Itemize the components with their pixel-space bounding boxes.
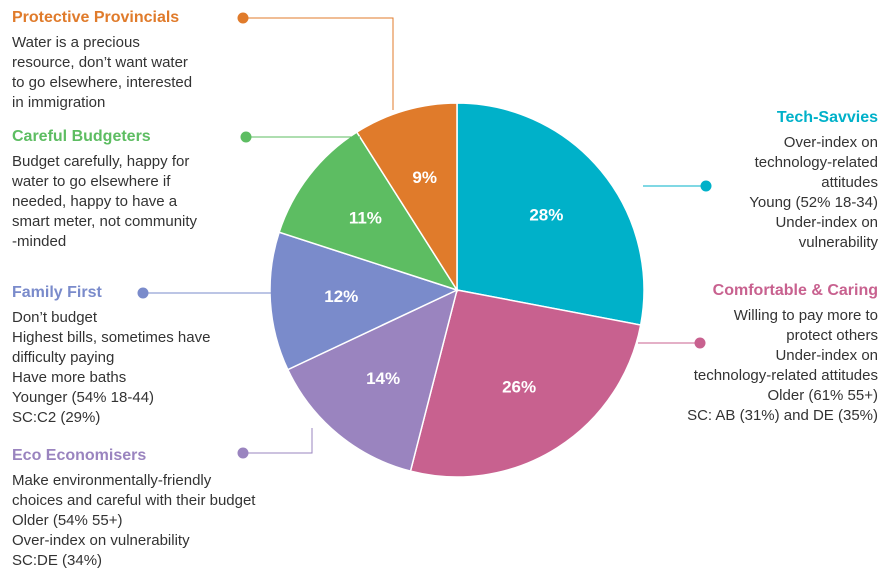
segment-title: Family First — [12, 284, 102, 301]
segment-description: SC:C2 (29%) — [12, 409, 100, 426]
segment-title: Tech-Savvies — [777, 109, 878, 126]
leader-dot — [240, 131, 252, 143]
segment-description: Younger (54% 18-44) — [12, 389, 154, 406]
segment-description: technology-related — [755, 154, 878, 171]
segment-description: attitudes — [821, 174, 878, 191]
value-label: 9% — [412, 168, 437, 187]
segment-description: Under-index on — [775, 347, 878, 364]
segment-description: smart meter, not community — [12, 213, 198, 230]
segment-description: resource, don’t want water — [12, 54, 188, 71]
segment-description: choices and careful with their budget — [12, 492, 256, 509]
pie-slice — [456, 102, 645, 326]
leader-dot — [694, 337, 706, 349]
value-label: 11% — [349, 208, 382, 227]
value-label: 28% — [529, 206, 563, 225]
segment-description: protect others — [786, 327, 878, 344]
pie-slice — [269, 231, 460, 371]
leader-line — [243, 17, 394, 110]
segment-description: Water is a precious — [12, 34, 140, 51]
segment-description: Willing to pay more to — [734, 307, 878, 324]
segment-description: needed, happy to have a — [12, 193, 178, 210]
segment-description: vulnerability — [799, 234, 879, 251]
segment-description: in immigration — [12, 94, 105, 111]
segment-description: Have more baths — [12, 369, 126, 386]
segment-description: water to go elsewhere if — [11, 173, 171, 190]
segment-description: Don’t budget — [12, 309, 98, 326]
segment-description: Budget carefully, happy for — [12, 153, 189, 170]
pie-slice — [355, 102, 458, 293]
segment-description: Older (54% 55+) — [12, 512, 122, 529]
segment-description: SC:DE (34%) — [12, 552, 102, 569]
segment-description: difficulty paying — [12, 349, 114, 366]
segment-description: Under-index on — [775, 214, 878, 231]
segment-description: Over-index on — [784, 134, 878, 151]
leader-dot — [237, 12, 249, 24]
segment-description: Highest bills, sometimes have — [12, 329, 210, 346]
leader-dot — [237, 447, 249, 459]
segment-description: Older (61% 55+) — [768, 387, 878, 404]
segment-description: -minded — [12, 233, 66, 250]
value-label: 12% — [324, 287, 358, 306]
leader-dot — [137, 287, 149, 299]
segment-description: technology-related attitudes — [694, 367, 878, 384]
segment-description: Young (52% 18-34) — [749, 194, 878, 211]
leader-line — [243, 428, 313, 454]
segment-title: Eco Economisers — [12, 447, 146, 464]
segment-title: Comfortable & Caring — [713, 282, 878, 299]
segment-title: Protective Provincials — [12, 9, 179, 26]
segment-title: Careful Budgeters — [12, 128, 151, 145]
leader-dot — [700, 180, 712, 192]
value-label: 26% — [502, 377, 536, 396]
pie-slice — [286, 288, 459, 473]
pie-slice — [409, 289, 642, 478]
segment-description: Over-index on vulnerability — [12, 532, 190, 549]
segment-description: Make environmentally-friendly — [12, 472, 212, 489]
value-label: 14% — [366, 369, 400, 388]
segment-description: to go elsewhere, interested — [12, 74, 192, 91]
segment-description: SC: AB (31%) and DE (35%) — [687, 407, 878, 424]
pie-slice — [278, 131, 459, 292]
